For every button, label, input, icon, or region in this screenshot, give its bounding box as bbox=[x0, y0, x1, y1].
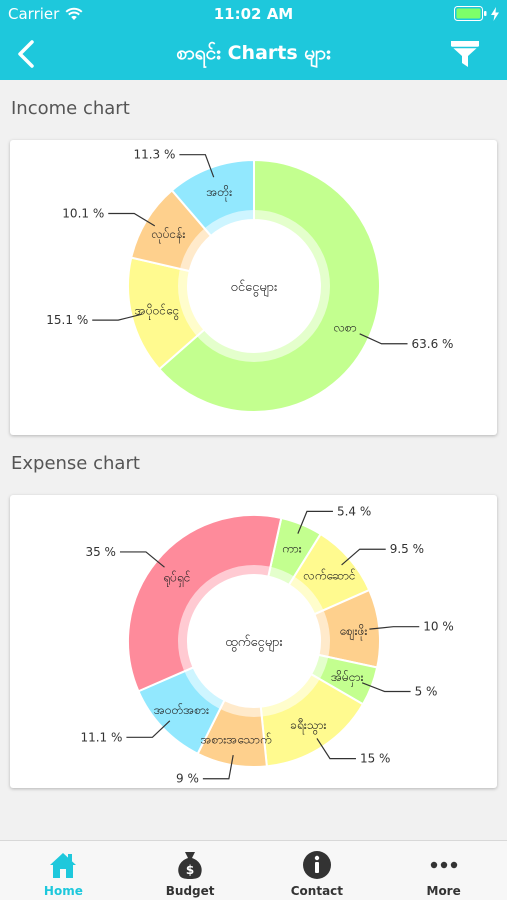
filter-icon[interactable] bbox=[449, 38, 481, 70]
leader-line bbox=[119, 551, 165, 568]
slice-label: အပိုဝင်ငွေ bbox=[135, 302, 179, 320]
navigation-bar: စာရင်း Charts များ bbox=[0, 28, 507, 80]
chart-center-label: ထွက်ငွေများ bbox=[225, 634, 283, 652]
wifi-icon bbox=[65, 7, 83, 20]
leader-line bbox=[202, 755, 234, 780]
slice-label: လက်ဆောင် bbox=[303, 567, 355, 582]
carrier-label: Carrier bbox=[8, 5, 60, 23]
chart-center-label: ဝင်ငွေများ bbox=[231, 279, 278, 297]
leader-line bbox=[297, 510, 333, 534]
leader-line bbox=[316, 738, 356, 760]
percent-label: 5 % bbox=[415, 684, 438, 698]
percent-label: 15.1 % bbox=[46, 313, 88, 327]
percent-label: 11.3 % bbox=[133, 148, 175, 162]
leader-line bbox=[359, 333, 408, 345]
slice-label: ဈေးဖိုး bbox=[340, 623, 368, 641]
percent-label: 10 % bbox=[423, 620, 454, 634]
carrier-info: Carrier bbox=[8, 5, 83, 23]
home-icon bbox=[50, 853, 77, 878]
slice-label: လစာ bbox=[334, 320, 357, 334]
leader-line bbox=[108, 212, 156, 227]
leader-line bbox=[369, 626, 420, 630]
percent-label: 5.4 % bbox=[337, 504, 371, 518]
page-title: စာရင်း Charts များ bbox=[176, 42, 331, 64]
slice-label: ရုပ်ရှင် bbox=[163, 569, 190, 587]
inner-ring-highlight bbox=[178, 210, 330, 362]
donut-hole bbox=[188, 575, 320, 707]
percent-label: 63.6 % bbox=[412, 337, 454, 351]
slice-label: အတိုး bbox=[206, 184, 232, 202]
slice-label: အဝတ်အစား bbox=[154, 702, 209, 717]
tab-home-label: Home bbox=[43, 884, 83, 898]
tab-home[interactable]: Home bbox=[0, 841, 127, 900]
back-arrow-icon[interactable] bbox=[12, 38, 44, 70]
battery-indicator bbox=[454, 6, 499, 21]
expense-donut-chart: ထွက်ငွေများ ကား 5.4 % လက်ဆောင် 9.5 % ဈေးဖိုး 1… bbox=[80, 504, 454, 786]
percent-label: 11.1 % bbox=[80, 730, 122, 744]
income-chart-card: ဝင်ငွေများလစာ 63.6 % အပိုဝင်ငွေ 15.1 % လုပ်င… bbox=[10, 140, 497, 435]
tab-contact-label: Contact bbox=[290, 884, 344, 898]
battery-icon bbox=[454, 6, 487, 21]
donut-hole bbox=[188, 220, 320, 352]
income-chart-heading: Income chart bbox=[11, 98, 130, 119]
slice-label: အိမ်ငှား bbox=[331, 669, 364, 687]
money-bag-icon: $ bbox=[178, 852, 202, 879]
leader-line bbox=[361, 682, 411, 693]
tab-contact[interactable]: Contact bbox=[254, 841, 381, 900]
info-icon bbox=[302, 851, 331, 879]
tab-more[interactable]: More bbox=[380, 841, 507, 900]
income-donut-chart: ဝင်ငွေများလစာ 63.6 % အပိုဝင်ငွေ 15.1 % လုပ်င… bbox=[46, 148, 454, 413]
leader-line bbox=[179, 154, 215, 178]
expense-chart-heading: Expense chart bbox=[11, 453, 140, 474]
leader-line bbox=[341, 548, 386, 566]
percent-label: 9 % bbox=[176, 772, 199, 786]
svg-text:$: $ bbox=[186, 863, 194, 877]
status-bar: Carrier 11:02 AM bbox=[0, 0, 507, 28]
more-icon bbox=[430, 861, 457, 869]
slice-label: ခရီးသွား bbox=[290, 717, 326, 735]
tab-budget[interactable]: $ Budget bbox=[127, 841, 254, 900]
inner-ring-highlight bbox=[178, 565, 330, 717]
percent-label: 35 % bbox=[85, 545, 116, 559]
leader-line bbox=[126, 720, 171, 738]
tab-more-label: More bbox=[426, 884, 461, 898]
charging-bolt-icon bbox=[491, 6, 499, 21]
tab-budget-label: Budget bbox=[165, 884, 215, 898]
slice-label: အစားအသောက် bbox=[201, 731, 272, 746]
expense-chart-card: ထွက်ငွေများ ကား 5.4 % လက်ဆောင် 9.5 % ဈေးဖိုး 1… bbox=[10, 495, 497, 788]
tab-bar: Home $ Budget Contact More bbox=[0, 840, 507, 900]
slice-label: လုပ်ငန်း bbox=[151, 226, 185, 244]
percent-label: 10.1 % bbox=[62, 206, 104, 220]
status-time: 11:02 AM bbox=[213, 5, 294, 23]
leader-line bbox=[92, 313, 142, 321]
slice-label: ကား bbox=[282, 541, 302, 555]
percent-label: 15 % bbox=[360, 752, 391, 766]
percent-label: 9.5 % bbox=[390, 542, 424, 556]
